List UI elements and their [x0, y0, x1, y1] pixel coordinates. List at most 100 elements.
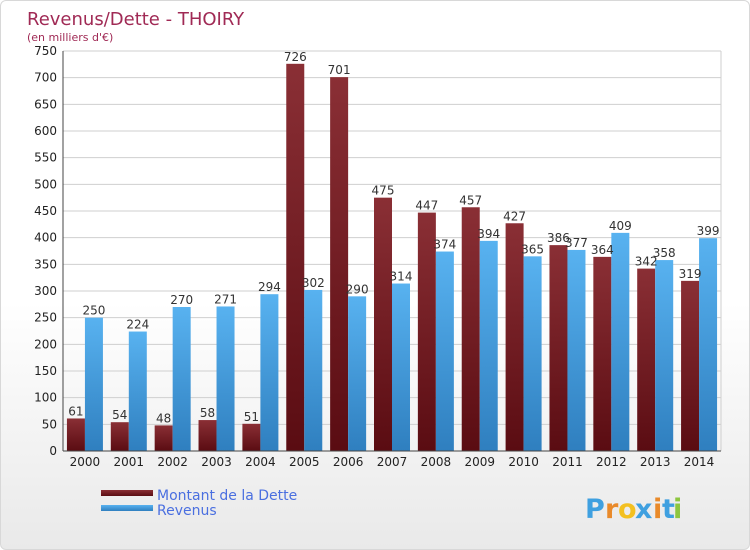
data-label-dette: 58: [200, 406, 215, 420]
bar-revenus: [392, 283, 410, 451]
data-label-revenus: 358: [653, 246, 676, 260]
bars: [66, 63, 718, 452]
data-label-dette: 447: [415, 199, 438, 213]
bar-revenus: [567, 249, 586, 451]
data-label-revenus: 314: [390, 270, 413, 284]
brand-letter: o: [618, 494, 637, 525]
bar-revenus: [435, 251, 454, 451]
bar-revenus: [84, 317, 103, 451]
x-tick-label: 2001: [114, 455, 145, 469]
x-tick-label: 2007: [377, 455, 408, 469]
chart-title: Revenus/Dette - THOIRY: [27, 9, 245, 30]
bar-dette: [593, 256, 612, 451]
y-tick-label: 0: [49, 444, 57, 458]
x-tick-label: 2002: [157, 455, 188, 469]
bar-dette: [154, 425, 173, 451]
bar-dette: [461, 207, 480, 451]
axes: [62, 51, 721, 452]
x-tick-label: 2000: [70, 455, 101, 469]
y-tick-label: 600: [34, 124, 57, 138]
x-tick-label: 2004: [245, 455, 276, 469]
data-label-revenus: 290: [346, 282, 369, 296]
y-tick-label: 400: [34, 231, 57, 245]
bar-revenus: [479, 240, 498, 451]
data-label-dette: 427: [503, 209, 526, 223]
y-tick-label: 200: [34, 337, 57, 351]
bar-revenus: [523, 256, 542, 451]
x-tick-label: 2006: [333, 455, 364, 469]
bar-revenus: [172, 307, 191, 451]
data-label-dette: 386: [547, 231, 570, 245]
y-tick-label: 750: [34, 44, 57, 58]
legend-swatch-revenus: [101, 505, 153, 511]
y-tick-label: 50: [42, 417, 57, 431]
data-label-revenus: 294: [258, 280, 281, 294]
brand-letter: x: [635, 494, 652, 525]
data-label-dette: 48: [156, 411, 171, 425]
y-tick-label: 650: [34, 97, 57, 111]
bar-dette: [681, 280, 700, 451]
data-label-revenus: 302: [302, 276, 325, 290]
y-tick-label: 250: [34, 311, 57, 325]
legend-label-dette: Montant de la Dette: [157, 488, 297, 504]
bar-revenus: [348, 296, 367, 451]
y-tick-label: 300: [34, 284, 57, 298]
y-tick-label: 700: [34, 71, 57, 85]
bar-dette: [110, 422, 129, 451]
data-labels: 61 250 54 224 48 270 58 271 51 294 726 302 701 290 475…: [68, 50, 719, 426]
legend-swatch-dette: [101, 490, 153, 496]
brand-letter: P: [585, 494, 605, 525]
legend-label-revenus: Revenus: [157, 503, 217, 519]
data-label-dette: 54: [112, 408, 127, 422]
data-label-revenus: 394: [477, 227, 500, 241]
x-tick-label: 2009: [464, 455, 495, 469]
bar-dette: [549, 245, 568, 451]
data-label-revenus: 399: [697, 224, 720, 238]
data-label-revenus: 409: [609, 219, 632, 233]
y-tick-label: 100: [34, 391, 57, 405]
x-tick-label: 2011: [552, 455, 583, 469]
bar-dette: [198, 420, 217, 451]
bar-revenus: [260, 294, 279, 451]
bar-dette: [286, 63, 305, 452]
data-label-dette: 726: [284, 50, 307, 64]
bar-revenus: [128, 331, 147, 451]
y-tick-label: 150: [34, 364, 57, 378]
x-tick-label: 2005: [289, 455, 320, 469]
x-tick-label: 2014: [684, 455, 715, 469]
y-axis-ticks: 0 50 100 150 200 250 300 350 400 450 500 550 600 650 7…: [34, 44, 57, 458]
bar-dette: [374, 197, 392, 451]
brand-letter: i: [673, 494, 682, 525]
data-label-revenus: 365: [521, 242, 544, 256]
data-label-revenus: 377: [565, 236, 588, 250]
y-tick-label: 500: [34, 177, 57, 191]
x-tick-label: 2013: [640, 455, 671, 469]
bar-dette: [505, 223, 524, 451]
legend: Montant de la Dette Revenus: [101, 488, 297, 519]
y-tick-label: 350: [34, 257, 57, 271]
data-label-revenus: 374: [433, 238, 456, 252]
brand-letter: r: [605, 494, 619, 525]
bar-dette: [417, 212, 436, 451]
bar-dette: [330, 77, 349, 451]
data-label-dette: 319: [679, 267, 702, 281]
bar-revenus: [655, 260, 674, 451]
data-label-dette: 51: [244, 410, 259, 424]
data-label-dette: 701: [328, 63, 351, 77]
chart-subtitle: (en milliers d'€): [27, 31, 113, 44]
data-label-dette: 475: [372, 184, 395, 198]
x-tick-label: 2012: [596, 455, 627, 469]
x-tick-label: 2010: [508, 455, 539, 469]
data-label-dette: 342: [635, 255, 658, 269]
data-label-revenus: 224: [126, 318, 149, 332]
bar-dette: [242, 423, 261, 451]
x-axis-ticks: 2000 2001 2002 2003 2004 2005 2006 2007 2008 2009…: [70, 455, 715, 469]
data-label-dette: 61: [68, 404, 83, 418]
bar-dette: [637, 268, 656, 451]
x-tick-label: 2003: [201, 455, 232, 469]
brand-letter: t: [662, 494, 675, 525]
bar-revenus: [611, 232, 630, 451]
bar-revenus: [699, 238, 718, 451]
